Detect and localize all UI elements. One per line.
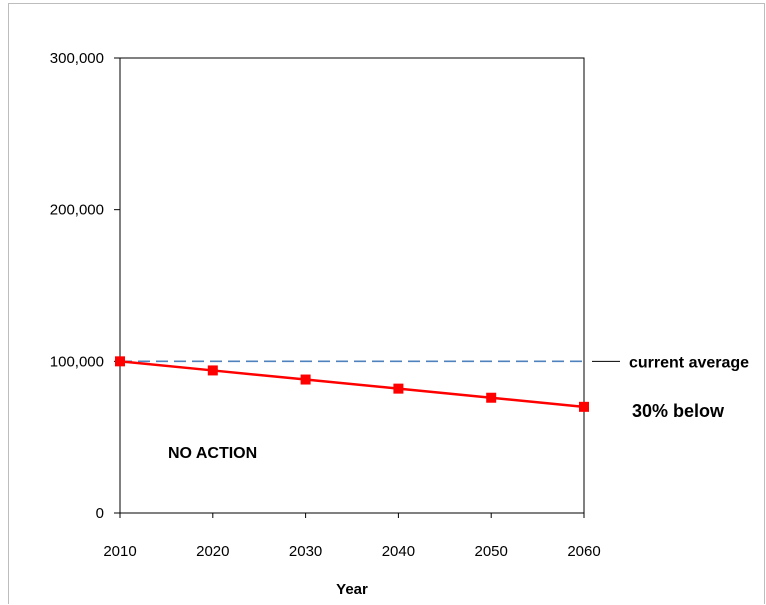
x-tick-label: 2010 bbox=[103, 543, 136, 560]
end-annotation: 30% below bbox=[632, 401, 725, 421]
y-tick-label: 200,000 bbox=[50, 202, 104, 219]
series-group bbox=[115, 356, 589, 412]
current-average-label: current average bbox=[629, 354, 749, 371]
y-tick-label: 100,000 bbox=[50, 353, 104, 370]
data-point bbox=[486, 392, 497, 403]
data-point bbox=[115, 356, 125, 367]
data-point bbox=[207, 365, 218, 376]
x-tick-label: 2040 bbox=[382, 543, 415, 560]
series-line bbox=[119, 360, 585, 409]
data-point bbox=[300, 374, 311, 385]
x-axis-ticks: 2010 2020 2030 2040 2050 2060 bbox=[103, 513, 601, 560]
data-point bbox=[579, 401, 589, 412]
y-axis-ticks: 0 100,000 200,000 300,000 bbox=[50, 50, 120, 522]
data-point bbox=[393, 383, 404, 394]
region-annotation: NO ACTION bbox=[168, 445, 257, 462]
x-tick-label: 2060 bbox=[567, 543, 600, 560]
plot-area bbox=[119, 57, 585, 514]
y-tick-label: 300,000 bbox=[50, 50, 104, 67]
x-tick-label: 2030 bbox=[289, 543, 322, 560]
x-tick-label: 2020 bbox=[196, 543, 229, 560]
x-tick-label: 2050 bbox=[475, 543, 508, 560]
y-tick-label: 0 bbox=[96, 505, 104, 522]
x-axis-label: Year bbox=[336, 581, 368, 598]
chart-frame bbox=[8, 3, 765, 604]
